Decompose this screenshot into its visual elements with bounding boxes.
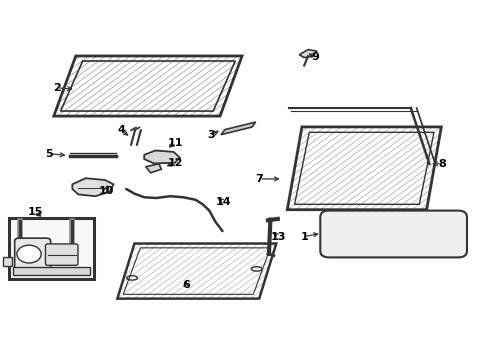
Text: 10: 10	[99, 186, 114, 196]
Text: 12: 12	[167, 158, 183, 168]
Polygon shape	[72, 178, 113, 196]
Text: 7: 7	[255, 174, 263, 184]
FancyBboxPatch shape	[320, 211, 466, 257]
Bar	[3, 257, 12, 266]
Text: 15: 15	[28, 207, 43, 217]
Text: 3: 3	[207, 130, 215, 140]
Bar	[9, 218, 94, 279]
Text: 9: 9	[310, 52, 318, 62]
Text: 5: 5	[45, 149, 53, 159]
Text: 8: 8	[437, 159, 445, 169]
Text: 6: 6	[182, 280, 189, 290]
Polygon shape	[299, 50, 316, 58]
Text: 2: 2	[53, 83, 61, 93]
Bar	[13, 267, 90, 275]
Text: 14: 14	[216, 197, 231, 207]
Text: 4: 4	[117, 125, 125, 135]
Polygon shape	[145, 164, 161, 173]
Circle shape	[17, 245, 41, 263]
Polygon shape	[144, 150, 180, 163]
FancyBboxPatch shape	[45, 244, 78, 265]
Text: 1: 1	[300, 231, 307, 242]
Polygon shape	[221, 122, 255, 135]
Text: 13: 13	[270, 232, 286, 242]
Text: 11: 11	[167, 138, 183, 148]
FancyBboxPatch shape	[15, 238, 51, 270]
